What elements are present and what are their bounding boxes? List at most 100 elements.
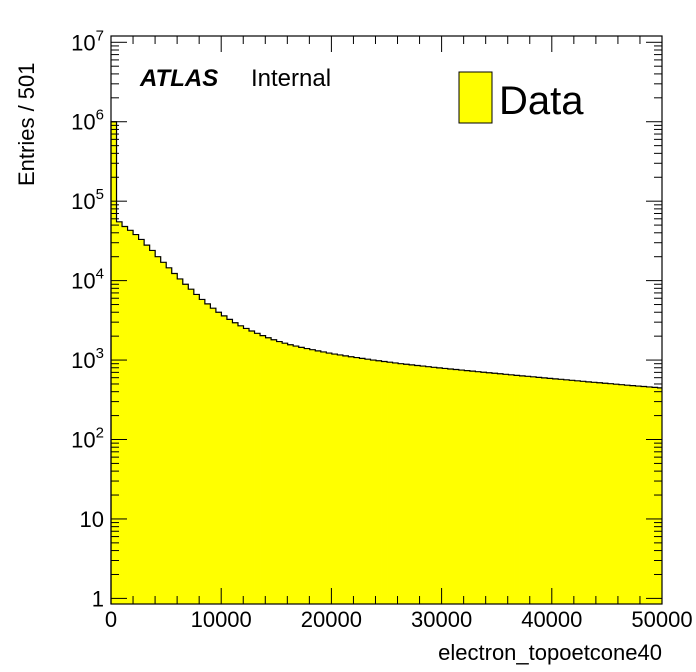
histogram-bar <box>596 382 603 604</box>
histogram-bar <box>552 378 559 604</box>
histogram-bar <box>287 344 294 604</box>
x-tick-label: 30000 <box>411 607 472 632</box>
histogram-bar <box>204 303 211 604</box>
histogram-bar <box>580 381 587 604</box>
y-tick-label: 1 <box>92 586 104 611</box>
histogram-bar <box>326 353 333 604</box>
histogram-bar <box>486 372 493 604</box>
histogram-bar <box>514 375 520 604</box>
histogram-bar <box>425 366 432 604</box>
histogram-bar <box>436 367 443 604</box>
x-axis-title: electron_topoetcone40 <box>438 640 662 665</box>
histogram-bar <box>420 366 427 604</box>
histogram-bar <box>226 319 233 604</box>
histogram-bar <box>403 364 410 604</box>
x-tick-label: 0 <box>105 607 117 632</box>
y-tick-label: 104 <box>71 266 104 294</box>
y-tick-label: 103 <box>71 345 104 373</box>
x-tick-label: 10000 <box>191 607 252 632</box>
histogram-bar <box>160 262 167 604</box>
histogram-bar <box>519 375 526 604</box>
histogram-bar <box>602 383 609 604</box>
histogram-bar <box>282 343 289 604</box>
histogram-bar <box>249 331 255 604</box>
legend-label-data: Data <box>499 79 584 123</box>
histogram-bar <box>144 245 151 604</box>
atlas-experiment-label: ATLAS <box>139 65 218 92</box>
histogram-bar <box>210 308 217 604</box>
y-tick-label: 102 <box>71 425 104 453</box>
histogram-bar <box>276 341 283 604</box>
histogram-bar <box>111 121 117 604</box>
histogram-bar <box>260 335 266 604</box>
histogram-bar <box>635 386 642 604</box>
histogram-bar <box>122 226 128 604</box>
histogram-bar <box>618 384 625 604</box>
histogram-bar <box>607 383 614 604</box>
histogram-bar <box>508 374 515 604</box>
histogram-bar <box>530 376 537 604</box>
histogram-bar <box>171 273 178 604</box>
histogram-bar <box>491 373 498 604</box>
atlas-status-label: Internal <box>251 65 331 92</box>
y-tick-label: 10 <box>80 507 104 532</box>
histogram-bar <box>221 315 228 604</box>
histogram-bar <box>629 385 636 604</box>
histogram-bar <box>464 370 471 604</box>
histogram-bar <box>243 328 250 604</box>
histogram-bar <box>376 360 382 604</box>
histogram-bar <box>414 365 421 604</box>
histogram-bar <box>547 378 554 604</box>
histogram-bar <box>193 294 200 604</box>
x-tick-label: 50000 <box>631 607 692 632</box>
y-axis-tick-labels: 1 10 102 103 104 105 106 107 <box>71 27 104 611</box>
histogram-bar <box>348 356 355 604</box>
y-tick-label: 107 <box>71 27 104 55</box>
histogram-bar <box>254 333 261 604</box>
histogram-bar <box>453 369 460 604</box>
histogram-bar <box>646 386 653 604</box>
histogram-outline <box>110 121 662 604</box>
histogram-bar <box>116 221 123 605</box>
histogram-bar <box>497 373 504 604</box>
plot-frame <box>110 35 663 605</box>
y-tick-label: 105 <box>71 186 104 214</box>
histogram-bar <box>541 377 548 604</box>
histogram-bar <box>353 357 360 604</box>
histogram-bar <box>381 361 388 604</box>
histogram-bar <box>392 362 399 604</box>
histogram-bar <box>188 289 195 604</box>
histogram-bar <box>502 374 509 604</box>
histogram-bar <box>199 299 206 604</box>
histogram-bar <box>298 347 305 604</box>
histogram-bar <box>320 351 327 604</box>
histogram-bar <box>387 362 393 604</box>
histogram-bar <box>469 371 476 604</box>
histogram-bar <box>293 346 300 604</box>
histogram-bar <box>458 370 465 604</box>
histogram-bar <box>370 360 377 604</box>
x-axis-ticks <box>110 36 663 604</box>
histogram-bar <box>613 384 620 604</box>
y-axis-title: Entries / 501 <box>14 62 39 186</box>
histogram-bar <box>149 250 156 605</box>
histogram-bar <box>133 234 140 604</box>
histogram-bar <box>480 372 487 604</box>
y-tick-label: 106 <box>71 107 104 135</box>
histogram-bar <box>309 349 316 604</box>
histogram-bar <box>652 387 658 604</box>
histogram-bar <box>359 358 366 604</box>
histogram-bar <box>409 364 416 604</box>
histogram-bar <box>442 368 449 604</box>
histogram-bar <box>337 354 344 604</box>
histogram-bar <box>265 337 272 604</box>
histogram-bar <box>138 239 145 604</box>
histogram-bar <box>447 368 454 604</box>
histogram-bar <box>182 284 189 604</box>
x-axis-tick-labels: 0 10000 20000 30000 40000 50000 <box>105 607 693 632</box>
histogram-bar <box>237 325 244 604</box>
histogram-bar <box>342 355 349 604</box>
histogram-bar <box>624 385 631 604</box>
histogram-bar <box>315 350 322 604</box>
